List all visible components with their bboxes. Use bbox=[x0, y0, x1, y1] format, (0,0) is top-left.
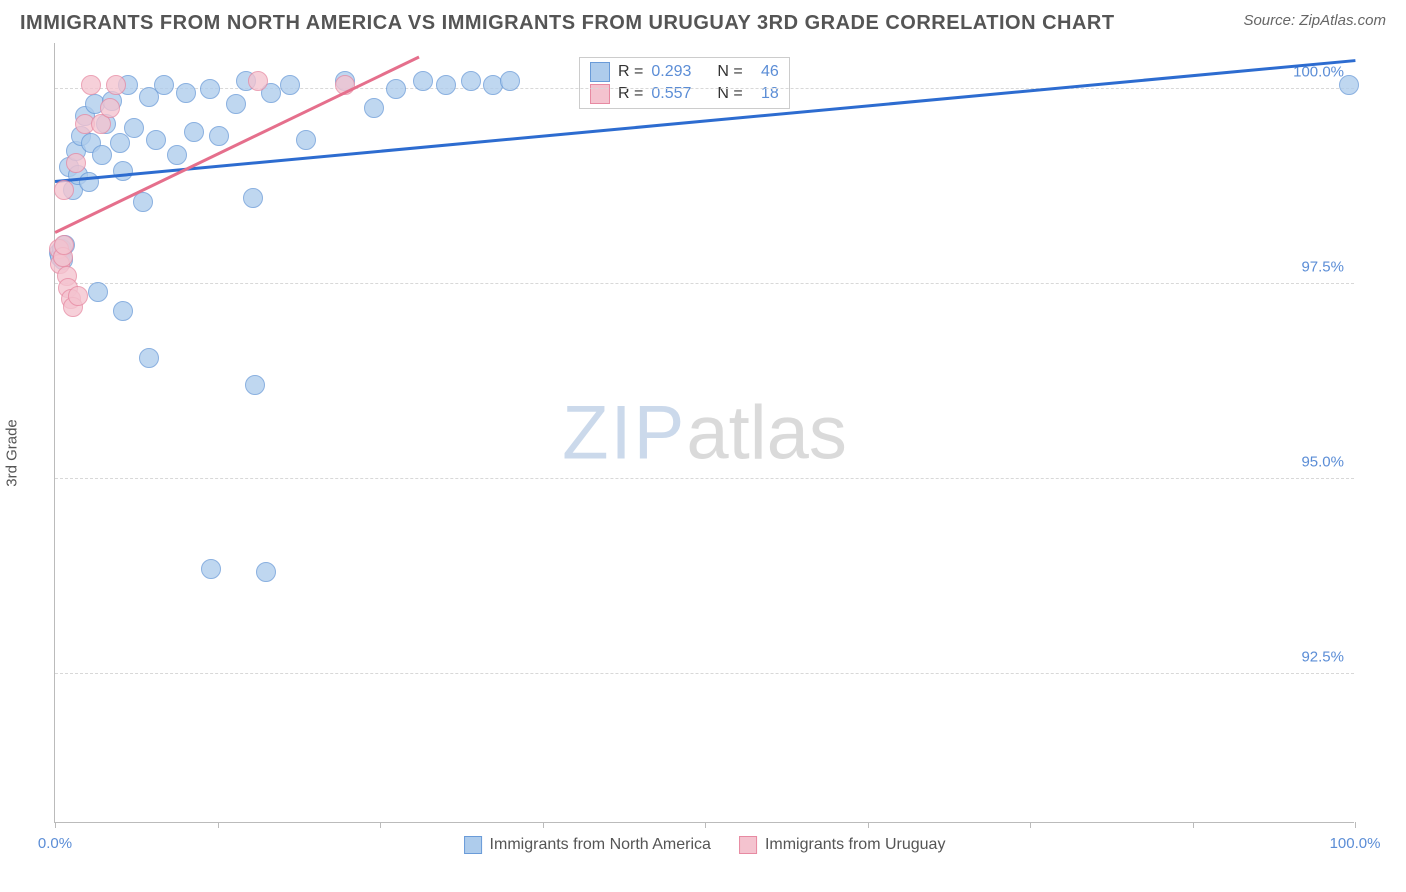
scatter-point bbox=[184, 122, 204, 142]
legend-item: Immigrants from Uruguay bbox=[739, 836, 946, 854]
scatter-point bbox=[68, 286, 88, 306]
scatter-point bbox=[386, 79, 406, 99]
legend-item: Immigrants from North America bbox=[464, 836, 711, 854]
scatter-point bbox=[110, 133, 130, 153]
r-label: R = bbox=[618, 63, 643, 81]
watermark: ZIPatlas bbox=[562, 389, 847, 476]
scatter-point bbox=[124, 118, 144, 138]
scatter-point bbox=[176, 83, 196, 103]
legend-swatch bbox=[590, 62, 610, 82]
scatter-point bbox=[106, 75, 126, 95]
legend-swatch bbox=[739, 836, 757, 854]
watermark-zip: ZIP bbox=[562, 390, 686, 475]
scatter-point bbox=[256, 562, 276, 582]
scatter-point bbox=[54, 180, 74, 200]
scatter-point bbox=[54, 235, 74, 255]
x-tick-label: 0.0% bbox=[38, 835, 72, 852]
scatter-point bbox=[243, 188, 263, 208]
x-tick-mark bbox=[1030, 822, 1031, 828]
scatter-point bbox=[92, 145, 112, 165]
scatter-point bbox=[436, 75, 456, 95]
n-label: N = bbox=[717, 63, 742, 81]
plot-area: ZIPatlas R =0.293N =46R =0.557N =18 Immi… bbox=[54, 43, 1354, 823]
stats-legend-row: R = 0.293 N = 46 bbox=[590, 62, 779, 82]
scatter-point bbox=[364, 98, 384, 118]
scatter-point bbox=[113, 161, 133, 181]
scatter-point bbox=[167, 145, 187, 165]
scatter-point bbox=[113, 301, 133, 321]
scatter-point bbox=[500, 71, 520, 91]
y-tick-label: 95.0% bbox=[1301, 453, 1344, 470]
y-axis-label: 3rd Grade bbox=[4, 419, 21, 487]
gridline bbox=[55, 283, 1354, 284]
y-tick-label: 92.5% bbox=[1301, 648, 1344, 665]
gridline bbox=[55, 673, 1354, 674]
scatter-point bbox=[1339, 75, 1359, 95]
x-tick-mark bbox=[380, 822, 381, 828]
x-tick-mark bbox=[543, 822, 544, 828]
stats-legend: R =0.293N =46R =0.557N =18 bbox=[579, 57, 790, 109]
chart-container: 3rd Grade ZIPatlas R =0.293N =46R =0.557… bbox=[20, 43, 1386, 863]
x-tick-mark bbox=[1355, 822, 1356, 828]
scatter-point bbox=[209, 126, 229, 146]
x-tick-mark bbox=[218, 822, 219, 828]
scatter-point bbox=[139, 348, 159, 368]
scatter-point bbox=[226, 94, 246, 114]
source-attribution: Source: ZipAtlas.com bbox=[1243, 12, 1386, 29]
x-tick-label: 100.0% bbox=[1330, 835, 1381, 852]
scatter-point bbox=[245, 375, 265, 395]
r-value: 0.293 bbox=[651, 63, 691, 81]
scatter-point bbox=[461, 71, 481, 91]
scatter-point bbox=[413, 71, 433, 91]
scatter-point bbox=[248, 71, 268, 91]
x-tick-mark bbox=[705, 822, 706, 828]
chart-title: IMMIGRANTS FROM NORTH AMERICA VS IMMIGRA… bbox=[20, 12, 1115, 35]
scatter-point bbox=[81, 75, 101, 95]
scatter-point bbox=[100, 98, 120, 118]
scatter-point bbox=[146, 130, 166, 150]
legend-label: Immigrants from Uruguay bbox=[765, 836, 946, 854]
scatter-point bbox=[133, 192, 153, 212]
x-tick-mark bbox=[55, 822, 56, 828]
scatter-point bbox=[200, 79, 220, 99]
gridline bbox=[55, 478, 1354, 479]
n-value: 46 bbox=[751, 63, 779, 81]
watermark-atlas: atlas bbox=[686, 390, 847, 475]
x-tick-mark bbox=[1193, 822, 1194, 828]
scatter-point bbox=[280, 75, 300, 95]
scatter-point bbox=[66, 153, 86, 173]
y-tick-label: 97.5% bbox=[1301, 258, 1344, 275]
scatter-point bbox=[154, 75, 174, 95]
x-tick-mark bbox=[868, 822, 869, 828]
scatter-point bbox=[88, 282, 108, 302]
scatter-point bbox=[201, 559, 221, 579]
legend-label: Immigrants from North America bbox=[490, 836, 711, 854]
scatter-point bbox=[296, 130, 316, 150]
legend-swatch bbox=[464, 836, 482, 854]
series-legend: Immigrants from North America Immigrants … bbox=[464, 836, 946, 854]
